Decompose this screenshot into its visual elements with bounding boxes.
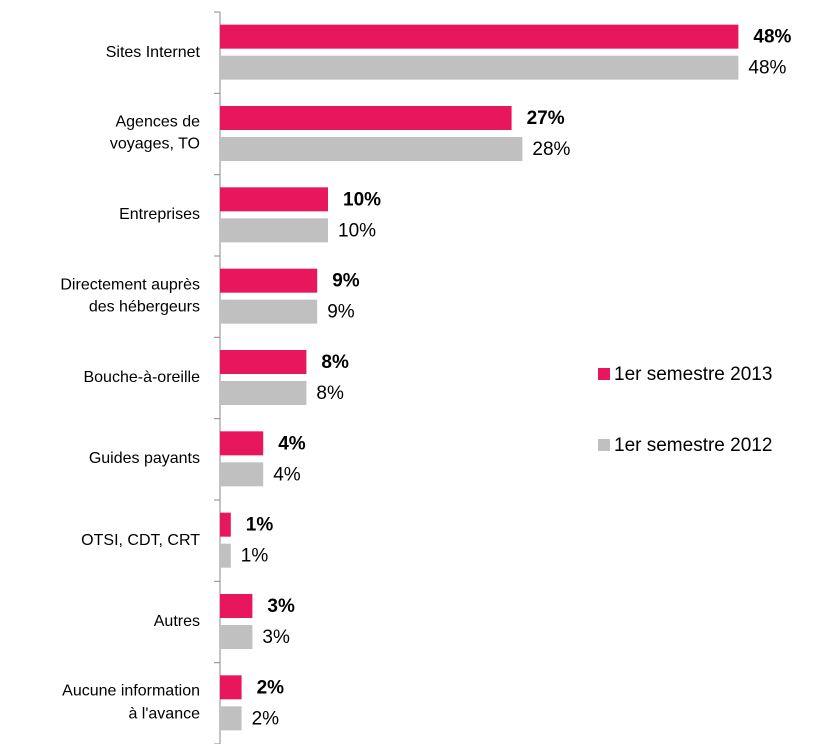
bar	[220, 299, 318, 324]
category-label: Autres	[153, 612, 200, 630]
value-label: 28%	[532, 139, 570, 160]
value-label: 8%	[316, 383, 344, 404]
category-label: OTSI, CDT, CRT	[81, 531, 200, 549]
bar	[220, 187, 328, 212]
value-label: 9%	[327, 302, 355, 323]
value-label: 27%	[527, 108, 565, 129]
bar	[220, 350, 307, 374]
value-label: 2%	[257, 677, 285, 698]
value-label: 9%	[332, 271, 360, 292]
bar	[220, 381, 307, 405]
legend-label: 1er semestre 2013	[614, 364, 772, 385]
value-label: 1%	[241, 546, 269, 567]
bar	[220, 625, 253, 649]
bar	[220, 594, 253, 618]
category-label: Bouche-à-oreille	[83, 368, 200, 386]
bar	[220, 55, 739, 80]
legend-swatch	[598, 368, 610, 380]
category-label: Entreprises	[119, 206, 200, 224]
value-label: 2%	[252, 708, 280, 729]
category-label: Aucune information à l'avance	[62, 682, 200, 723]
value-label: 3%	[267, 596, 295, 617]
bar	[220, 512, 231, 537]
category-label: Sites Internet	[105, 43, 200, 61]
value-label: 48%	[753, 27, 791, 48]
category-label: Agences de voyages, TO	[109, 113, 200, 153]
bar	[220, 675, 242, 700]
value-label: 4%	[278, 433, 306, 454]
value-label: 1%	[246, 515, 274, 536]
value-label: 10%	[338, 220, 376, 241]
category-label: Directement auprès des hébergeurs	[60, 276, 200, 316]
legend-label: 1er semestre 2012	[614, 435, 772, 456]
bar	[220, 268, 318, 293]
value-label: 48%	[748, 58, 786, 79]
category-label: Guides payants	[88, 450, 200, 468]
legend-swatch	[598, 439, 610, 451]
bar	[220, 462, 264, 487]
value-label: 4%	[273, 464, 301, 485]
value-label: 10%	[343, 189, 381, 210]
bar	[220, 106, 512, 130]
value-label: 8%	[321, 352, 349, 373]
bar	[220, 431, 264, 456]
bar	[220, 24, 739, 49]
bar	[220, 137, 523, 161]
bar	[220, 706, 242, 731]
bar	[220, 543, 231, 568]
value-label: 3%	[262, 627, 290, 648]
bar	[220, 218, 328, 243]
